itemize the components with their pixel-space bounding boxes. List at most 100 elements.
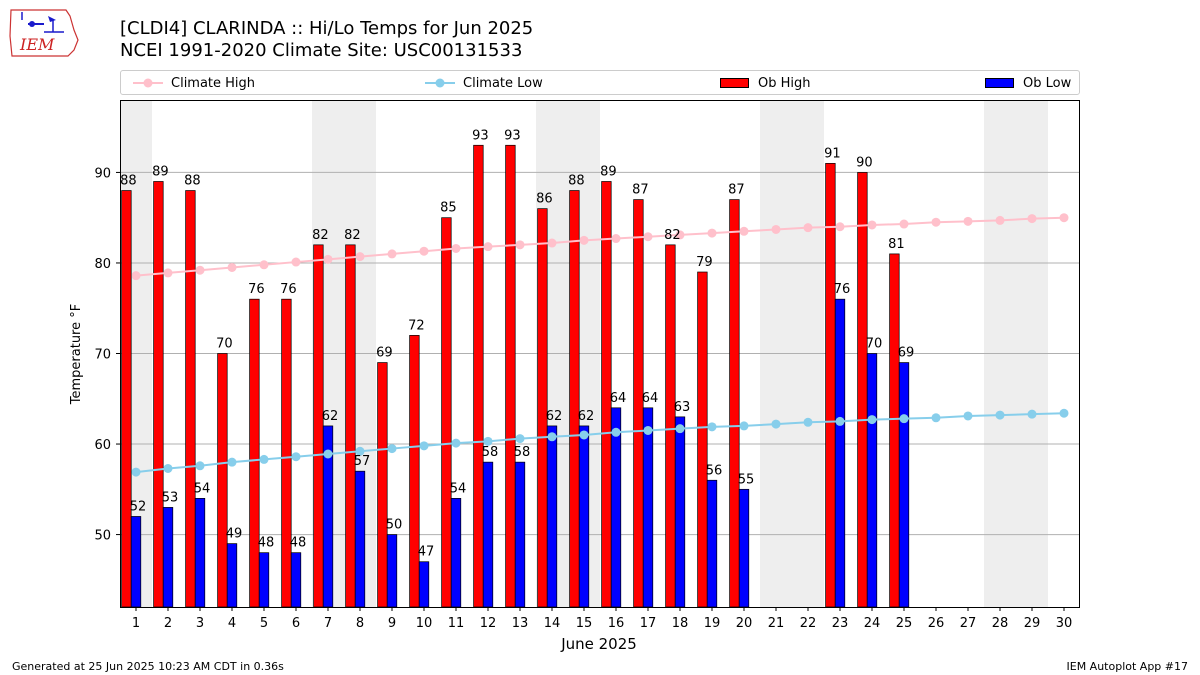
climate-low-line-icon [425, 78, 455, 88]
legend-label: Climate High [171, 75, 256, 91]
y-tick-label: 70 [94, 348, 111, 363]
ob-low-bar [834, 298, 846, 608]
ob-low-bar-label: 55 [738, 472, 755, 487]
climate-low-point [291, 452, 301, 462]
legend-label: Climate Low [463, 75, 543, 91]
bar-labels: 88 52 89 53 88 54 70 49 76 48 76 48 82 62 82 57 69 50 72 47… [120, 128, 914, 559]
climate-high-point [291, 257, 301, 267]
ob-low-bar [354, 470, 366, 608]
legend-item-climate-low: Climate Low [425, 74, 543, 92]
climate-low-point [579, 430, 589, 440]
climate-high-point [451, 243, 461, 253]
ob-high-bar-label: 70 [216, 337, 233, 352]
ob-low-bar-label: 70 [866, 337, 883, 352]
ob-low-bar-label: 62 [578, 409, 595, 424]
legend-item-ob-low: Ob Low [985, 74, 1071, 92]
ob-high-bar-label: 93 [472, 128, 489, 143]
x-tick-label: 13 [512, 616, 529, 631]
climate-low-point [195, 461, 205, 471]
ob-low-bar [866, 353, 878, 608]
climate-high-point [995, 215, 1005, 225]
x-tick-label: 24 [864, 616, 881, 631]
ob-low-bar-label: 49 [226, 527, 243, 542]
ob-high-bar-label: 88 [184, 174, 201, 189]
ob-high-bar [313, 244, 324, 608]
climate-high-point [195, 265, 205, 275]
climate-high-point [323, 254, 333, 264]
ob-low-bar-label: 62 [546, 409, 563, 424]
ob-high-bar-label: 89 [152, 164, 169, 179]
climate-low-point [1059, 408, 1069, 418]
climate-low-point [803, 417, 813, 427]
ob-high-bar-label: 76 [280, 282, 297, 297]
x-tick-label: 5 [260, 616, 268, 631]
ob-high-bar [185, 190, 196, 608]
ob-high-bar [121, 190, 132, 608]
ob-high-bar-label: 72 [408, 318, 425, 333]
ob-low-bar [450, 498, 462, 608]
legend-label: Ob High [758, 75, 811, 91]
x-tick-label: 6 [292, 616, 300, 631]
climate-low-point [611, 427, 621, 437]
y-tick-label: 80 [94, 257, 111, 272]
climate-low-point [163, 463, 173, 473]
x-tick-label: 14 [544, 616, 561, 631]
climate-high-point [931, 217, 941, 227]
climate-low-point [643, 425, 653, 435]
ob-high-bar [505, 144, 516, 608]
x-tick-label: 23 [832, 616, 849, 631]
x-tick-label: 11 [448, 616, 465, 631]
ob-low-bar [610, 407, 622, 608]
ob-low-swatch-icon [985, 78, 1014, 88]
ob-high-bar [249, 298, 260, 608]
climate-high-point [1059, 213, 1069, 223]
climate-high-point [899, 219, 909, 229]
x-tick-label: 12 [480, 616, 497, 631]
climate-high-point [707, 228, 717, 238]
title-line-2: NCEI 1991-2020 Climate Site: USC00131533 [120, 40, 523, 61]
climate-low-point [387, 444, 397, 454]
climate-high-point [227, 262, 237, 272]
x-tick-label: 15 [576, 616, 593, 631]
ob-high-bar-label: 89 [600, 164, 617, 179]
climate-low-point [835, 416, 845, 426]
x-tick-label: 28 [992, 616, 1009, 631]
climate-low-point [931, 413, 941, 423]
ob-high-bar [825, 163, 836, 608]
ob-high-bar [569, 190, 580, 608]
x-tick-label: 18 [672, 616, 689, 631]
climate-low-point [1027, 409, 1037, 419]
legend: Climate High Climate Low Ob High Ob Low [120, 70, 1080, 95]
ob-high-bar [729, 199, 740, 608]
ob-low-bar-label: 54 [450, 481, 467, 496]
ob-low-bar-label: 56 [706, 463, 723, 478]
climate-high-point [803, 223, 813, 233]
ob-low-bar-label: 48 [258, 536, 275, 551]
climate-high-point [547, 238, 557, 248]
ob-low-bar [578, 425, 590, 608]
climate-low-point [739, 421, 749, 431]
ob-high-bar [345, 244, 356, 608]
ob-high-bar [857, 172, 868, 608]
ob-high-bar-label: 91 [824, 146, 841, 161]
ob-high-bar-label: 93 [504, 128, 521, 143]
ob-low-bar [162, 507, 174, 608]
ob-low-bar [674, 416, 686, 608]
y-tick-label: 90 [94, 166, 111, 181]
legend-item-climate-high: Climate High [133, 74, 255, 92]
ob-low-bar-label: 63 [674, 400, 691, 415]
ob-low-bar-label: 52 [130, 499, 147, 514]
ob-low-bar [482, 461, 494, 608]
climate-high-point [259, 260, 269, 270]
x-tick-label: 29 [1024, 616, 1041, 631]
ob-low-bar [194, 498, 206, 608]
x-tick-label: 3 [196, 616, 204, 631]
climate-lines [131, 213, 1069, 477]
climate-low-point [355, 446, 365, 456]
climate-low-point [963, 411, 973, 421]
ob-high-bar [889, 253, 900, 608]
ob-low-bar-label: 47 [418, 545, 435, 560]
x-tick-label: 2 [164, 616, 172, 631]
y-axis-label: Temperature °F [69, 304, 84, 405]
